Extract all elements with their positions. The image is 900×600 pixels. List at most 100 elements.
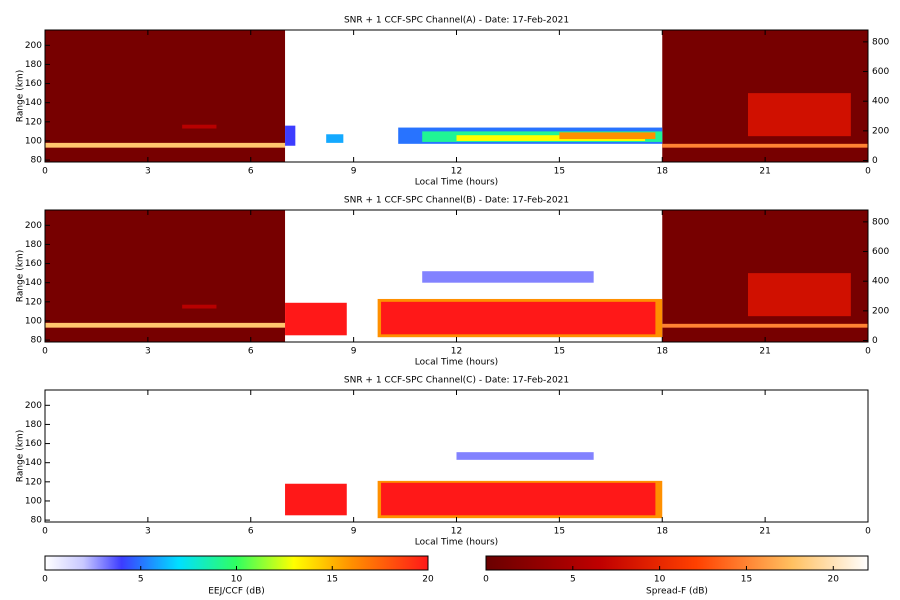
x-tick-label: 3	[145, 527, 151, 537]
x-tick-label: 6	[248, 167, 254, 177]
colorbar-tick-label: 10	[654, 575, 666, 585]
x-tick-label: 0	[865, 347, 871, 357]
heat-cell	[182, 304, 217, 309]
heat-cell	[45, 30, 286, 162]
x-tick-label: 18	[657, 167, 669, 177]
colorbar-label: Spread-F (dB)	[646, 587, 708, 597]
x-tick-label: 12	[451, 347, 462, 357]
x-axis-label: Local Time (hours)	[415, 178, 498, 188]
heat-cell	[559, 132, 656, 140]
heat-cell	[45, 210, 286, 342]
heat-cell	[662, 143, 868, 148]
x-tick-label: 9	[351, 167, 357, 177]
y-tick-label: 180	[25, 60, 42, 70]
y2-tick-label: 200	[872, 126, 889, 136]
y-tick-label: 180	[25, 240, 42, 250]
heat-cell	[45, 142, 286, 148]
heat-cell	[662, 323, 868, 328]
x-tick-label: 3	[145, 347, 151, 357]
x-tick-label: 0	[42, 527, 48, 537]
y-axis-label: Range (km)	[16, 250, 26, 302]
y-tick-label: 200	[25, 401, 42, 411]
x-tick-label: 0	[865, 167, 871, 177]
x-tick-label: 0	[42, 167, 48, 177]
y-tick-label: 140	[25, 458, 42, 468]
colorbar-tick-label: 0	[483, 575, 489, 585]
colorbar-tick-label: 20	[828, 575, 840, 585]
heat-cell	[747, 273, 851, 317]
y-tick-label: 80	[31, 336, 43, 346]
x-tick-label: 9	[351, 347, 357, 357]
y-tick-label: 80	[31, 516, 43, 526]
y2-tick-label: 200	[872, 306, 889, 316]
colorbar-tick-label: 15	[741, 575, 752, 585]
x-tick-label: 21	[759, 527, 770, 537]
heat-cell	[285, 302, 347, 336]
x-tick-label: 15	[554, 527, 565, 537]
heat-cell	[747, 93, 851, 137]
heat-cell	[422, 271, 594, 283]
heat-cell	[456, 135, 646, 141]
heat-cell	[381, 482, 656, 516]
x-tick-label: 21	[759, 347, 770, 357]
x-tick-label: 18	[657, 347, 669, 357]
y-tick-label: 160	[25, 79, 42, 89]
colorbar-tick-label: 10	[231, 575, 243, 585]
chart-title: SNR + 1 CCF-SPC Channel(B) - Date: 17-Fe…	[344, 196, 569, 206]
y-tick-label: 100	[25, 496, 42, 506]
x-tick-label: 12	[451, 167, 462, 177]
heat-cell	[285, 125, 296, 146]
chart-title: SNR + 1 CCF-SPC Channel(C) - Date: 17-Fe…	[344, 376, 569, 386]
chart-title: SNR + 1 CCF-SPC Channel(A) - Date: 17-Fe…	[344, 16, 569, 26]
heat-cell	[182, 124, 217, 129]
colorbar-tick-label: 5	[570, 575, 576, 585]
y-tick-label: 200	[25, 41, 42, 51]
y-tick-label: 160	[25, 439, 42, 449]
x-axis-label: Local Time (hours)	[415, 538, 498, 548]
heat-cell	[381, 301, 656, 335]
y-tick-label: 140	[25, 278, 42, 288]
colorbar-tick-label: 0	[42, 575, 48, 585]
y-tick-label: 100	[25, 316, 42, 326]
x-tick-label: 0	[865, 527, 871, 537]
x-tick-label: 9	[351, 527, 357, 537]
y2-tick-label: 600	[872, 67, 889, 77]
x-tick-label: 6	[248, 527, 254, 537]
y-tick-label: 160	[25, 259, 42, 269]
heat-cell	[456, 452, 594, 460]
y-tick-label: 200	[25, 221, 42, 231]
y2-tick-label: 0	[872, 336, 878, 346]
y2-tick-label: 600	[872, 247, 889, 257]
x-tick-label: 6	[248, 347, 254, 357]
y2-tick-label: 800	[872, 217, 889, 227]
x-tick-label: 21	[759, 167, 770, 177]
heat-cell	[326, 134, 344, 143]
y-tick-label: 180	[25, 420, 42, 430]
colorbar-tick-label: 20	[422, 575, 434, 585]
y-tick-label: 140	[25, 98, 42, 108]
y2-tick-label: 0	[872, 156, 878, 166]
y-axis-label: Range (km)	[16, 70, 26, 122]
x-axis-label: Local Time (hours)	[415, 358, 498, 368]
heat-cell	[45, 322, 286, 328]
x-tick-label: 3	[145, 167, 151, 177]
colorbar	[485, 555, 869, 571]
y-axis-label: Range (km)	[16, 430, 26, 482]
x-tick-label: 15	[554, 347, 565, 357]
x-tick-label: 12	[451, 527, 462, 537]
x-tick-label: 15	[554, 167, 565, 177]
x-tick-label: 18	[657, 527, 669, 537]
y-tick-label: 100	[25, 136, 42, 146]
y-tick-label: 80	[31, 156, 43, 166]
x-tick-label: 0	[42, 347, 48, 357]
colorbar-tick-label: 15	[327, 575, 338, 585]
y2-tick-label: 800	[872, 37, 889, 47]
colorbar-tick-label: 5	[138, 575, 144, 585]
heat-cell	[285, 483, 347, 516]
y2-tick-label: 400	[872, 277, 889, 287]
y-tick-label: 120	[25, 297, 42, 307]
y-tick-label: 120	[25, 117, 42, 127]
colorbar-label: EEJ/CCF (dB)	[208, 587, 265, 597]
y-tick-label: 120	[25, 477, 42, 487]
